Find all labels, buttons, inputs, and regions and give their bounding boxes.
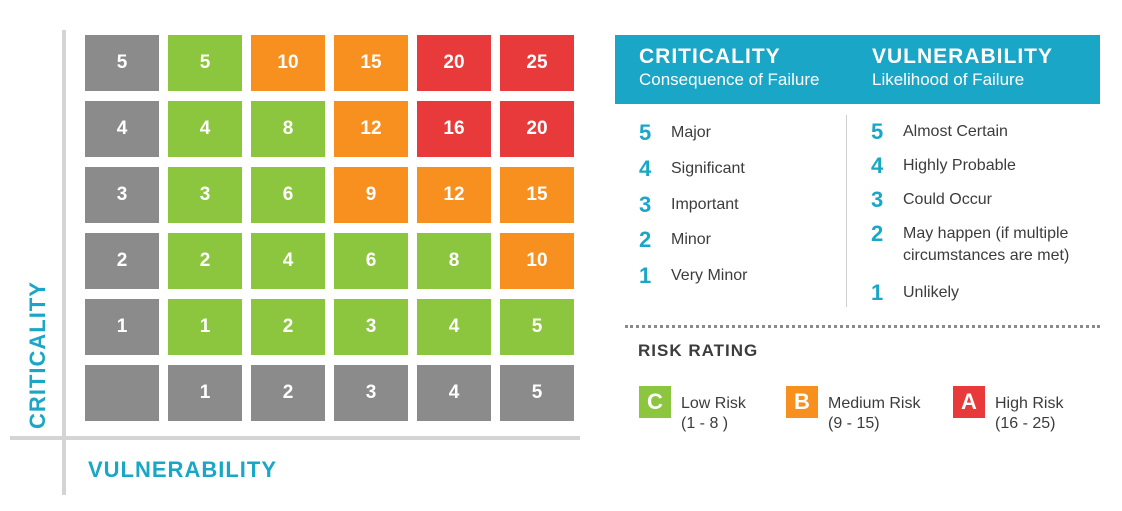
risk-badge-c: C — [639, 386, 671, 418]
section-divider — [625, 325, 1100, 328]
criticality-item: 3 Important — [639, 194, 739, 216]
risk-rating-high: A High Risk (16 - 25) — [953, 386, 1063, 434]
column-label-cell: 2 — [251, 365, 325, 421]
matrix-cell: 9 — [334, 167, 408, 223]
criticality-item: 5 Major — [639, 122, 711, 144]
matrix-cell: 2 — [251, 299, 325, 355]
row-label-cell: 2 — [85, 233, 159, 289]
y-axis-label: CRITICALITY — [25, 281, 50, 429]
matrix-cell: 15 — [334, 35, 408, 91]
x-axis-label: VULNERABILITY — [88, 457, 277, 482]
scale-label: Almost Certain — [903, 123, 1008, 140]
risk-range: (16 - 25) — [995, 415, 1056, 432]
column-label-cell: 4 — [417, 365, 491, 421]
vulnerability-item: 3 Could Occur — [871, 189, 992, 211]
matrix-cell: 4 — [168, 101, 242, 157]
criticality-item: 4 Significant — [639, 158, 745, 180]
scale-number: 2 — [871, 221, 884, 246]
matrix-cell: 20 — [417, 35, 491, 91]
risk-range: (1 - 8 ) — [681, 415, 729, 432]
scale-divider — [846, 115, 847, 307]
criticality-item: 1 Very Minor — [639, 265, 747, 287]
matrix-cell: 3 — [168, 167, 242, 223]
scale-number: 1 — [871, 280, 884, 305]
matrix-cell: 10 — [500, 233, 574, 289]
matrix-cell: 12 — [417, 167, 491, 223]
matrix-cell: 1 — [168, 299, 242, 355]
risk-name: Medium Risk — [828, 395, 921, 412]
criticality-subheading: Consequence of Failure — [639, 70, 820, 89]
scale-label: May happen (if multiple circumstances ar… — [903, 223, 1069, 267]
matrix-cell: 6 — [251, 167, 325, 223]
matrix-cell: 8 — [251, 101, 325, 157]
scale-number: 3 — [871, 187, 884, 212]
scale-label: Significant — [671, 160, 745, 177]
matrix-cell: 5 — [500, 299, 574, 355]
scale-label: Important — [671, 196, 739, 213]
legend-header: CRITICALITY Consequence of Failure VULNE… — [615, 35, 1100, 104]
scale-number: 5 — [871, 119, 884, 144]
scale-label: Unlikely — [903, 284, 960, 301]
row-label-cell: 3 — [85, 167, 159, 223]
risk-name: High Risk — [995, 395, 1064, 412]
column-label-cell: 3 — [334, 365, 408, 421]
scale-number: 5 — [639, 120, 652, 145]
scale-number: 4 — [639, 156, 652, 181]
scale-number: 1 — [639, 263, 652, 288]
scale-label: Very Minor — [671, 267, 748, 284]
matrix-cell: 25 — [500, 35, 574, 91]
matrix-cell: 4 — [417, 299, 491, 355]
scale-number: 3 — [639, 192, 652, 217]
risk-name: Low Risk — [681, 395, 746, 412]
risk-range: (9 - 15) — [828, 415, 880, 432]
risk-badge-b: B — [786, 386, 818, 418]
risk-badge-a: A — [953, 386, 985, 418]
vulnerability-item: 2 May happen (if multiple circumstances … — [871, 223, 1069, 267]
matrix-cell: 12 — [334, 101, 408, 157]
matrix-cell: 10 — [251, 35, 325, 91]
risk-rating-medium: B Medium Risk (9 - 15) — [786, 386, 920, 434]
scale-number: 2 — [639, 227, 652, 252]
scale-number: 4 — [871, 153, 884, 178]
column-label-cell: 5 — [500, 365, 574, 421]
criticality-item: 2 Minor — [639, 229, 711, 251]
vulnerability-item: 1 Unlikely — [871, 282, 959, 304]
corner-cell — [85, 365, 159, 421]
row-label-cell: 1 — [85, 299, 159, 355]
matrix-cell: 16 — [417, 101, 491, 157]
scale-label-line2: circumstances are met) — [903, 247, 1070, 264]
matrix-cell: 15 — [500, 167, 574, 223]
x-axis-line — [10, 436, 580, 440]
risk-rating-title: RISK RATING — [638, 341, 759, 360]
matrix-cell: 8 — [417, 233, 491, 289]
vulnerability-subheading: Likelihood of Failure — [872, 70, 1025, 89]
matrix-cell: 4 — [251, 233, 325, 289]
scale-label: Could Occur — [903, 191, 992, 208]
scale-label: Highly Probable — [903, 157, 1016, 174]
criticality-heading: CRITICALITY — [639, 45, 781, 68]
risk-rating-low: C Low Risk (1 - 8 ) — [639, 386, 746, 434]
vulnerability-item: 5 Almost Certain — [871, 121, 1008, 143]
matrix-cell: 6 — [334, 233, 408, 289]
column-label-cell: 1 — [168, 365, 242, 421]
scale-label: Minor — [671, 231, 712, 248]
row-label-cell: 5 — [85, 35, 159, 91]
matrix-cell: 3 — [334, 299, 408, 355]
matrix-cell: 5 — [168, 35, 242, 91]
matrix-cell: 20 — [500, 101, 574, 157]
scale-label-line1: May happen (if multiple — [903, 225, 1069, 242]
vulnerability-item: 4 Highly Probable — [871, 155, 1016, 177]
scale-label: Major — [671, 124, 712, 141]
row-label-cell: 4 — [85, 101, 159, 157]
y-axis-line — [62, 30, 66, 495]
vulnerability-heading: VULNERABILITY — [872, 45, 1053, 68]
matrix-cell: 2 — [168, 233, 242, 289]
